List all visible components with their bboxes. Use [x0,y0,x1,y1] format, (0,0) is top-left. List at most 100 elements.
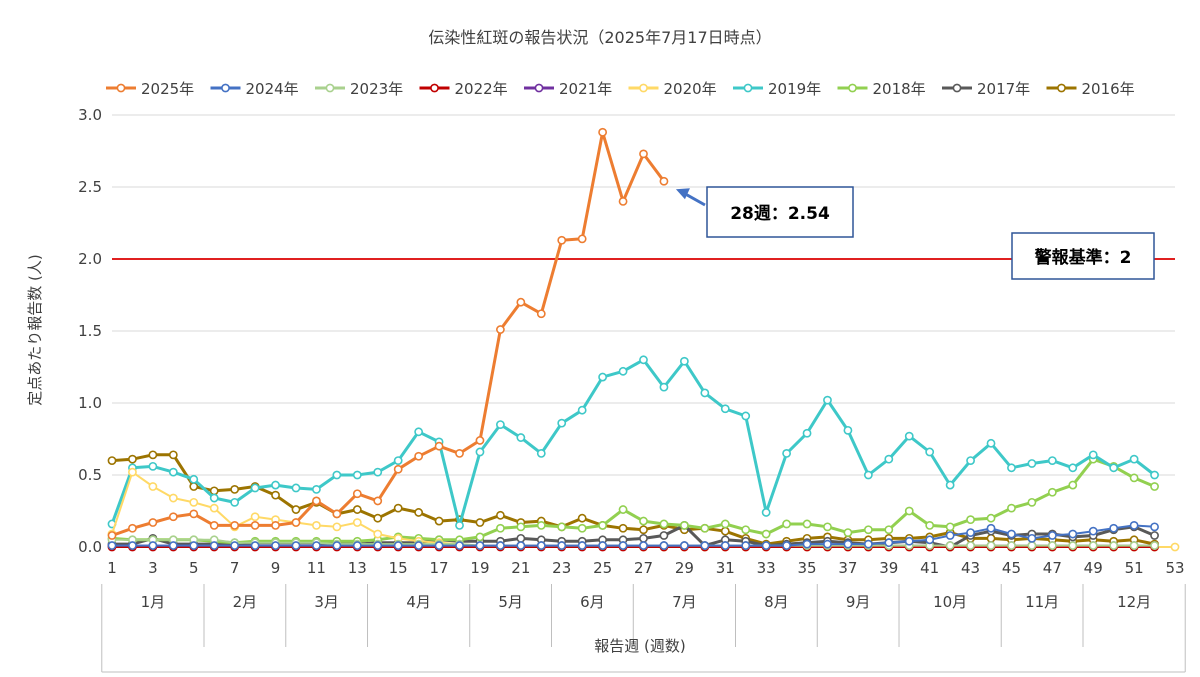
data-point [1068,541,1078,550]
data-point [1129,473,1139,483]
data-point [986,533,996,543]
data-point [884,538,894,548]
data-point [352,541,362,550]
data-point [271,521,280,530]
series-line [112,524,1155,547]
data-point [1068,463,1078,473]
month-label: 7月 [672,593,697,611]
data-point [168,512,178,522]
data-point [659,541,669,550]
data-point [700,523,710,533]
data-point [536,521,546,530]
x-tick-label: 39 [879,559,898,577]
data-point [414,541,424,550]
data-point [250,521,260,530]
legend-label: 2017年 [977,80,1030,98]
annotation-arrow-shaft [683,191,706,207]
data-point [189,482,199,491]
x-tick-label: 29 [675,559,694,577]
legend-marker [221,83,230,93]
legend-marker [639,83,648,93]
data-point [1129,521,1139,530]
data-point [393,541,403,550]
data-point [209,541,219,550]
chart-title: 伝染性紅斑の報告状況（2025年7月17日時点） [428,28,771,47]
legend-label: 2016年 [1082,80,1135,98]
data-point [455,521,464,530]
data-point [966,541,975,550]
legend-item: 2018年 [837,80,926,98]
legend-label: 2025年 [141,80,194,98]
series-3 [107,542,1159,552]
x-tick-label: 13 [348,559,367,577]
x-tick-label: 15 [389,559,408,577]
data-point [271,490,280,500]
x-tick-label: 37 [838,559,857,577]
data-point [659,519,669,529]
legend-label: 2020年 [664,80,717,98]
data-point [1047,456,1057,465]
legend-item: 2022年 [419,80,508,98]
data-point [1068,529,1078,539]
data-point [618,541,628,550]
x-tick-label: 1 [107,559,117,577]
data-point [332,470,342,480]
legend-marker [952,83,962,93]
x-tick-label: 11 [307,559,326,577]
data-point [1027,533,1037,543]
data-point [577,513,587,523]
x-tick-label: 45 [1002,559,1021,577]
data-point [741,541,751,550]
x-tick-label: 33 [757,559,776,577]
data-point [128,454,137,464]
data-point [720,404,730,414]
legend-item: 2017年 [942,80,1030,98]
data-point [1150,541,1159,550]
legend-item: 2020年 [628,80,717,98]
grid-lines [112,114,1175,476]
data-point [189,474,199,484]
data-point [536,309,546,319]
data-point [291,483,301,493]
data-point [823,522,832,532]
x-tick-label: 31 [716,559,735,577]
month-label: 2月 [233,593,258,611]
data-point [577,405,587,415]
legend-label: 2019年 [768,80,821,98]
x-tick-label: 41 [920,559,939,577]
month-label: 9月 [846,593,871,611]
data-point [720,519,730,529]
data-point [209,493,219,503]
data-point [496,325,505,334]
y-tick-label: 1.5 [78,322,102,340]
data-point [945,480,955,490]
x-tick-label: 7 [230,559,240,577]
annotation-label: 28週：2.54 [730,204,830,224]
data-point [986,541,996,550]
data-point [250,541,260,550]
legend-marker [534,83,544,93]
data-point [107,531,117,540]
data-point [966,456,975,465]
month-label: 4月 [406,593,431,611]
data-point [618,505,628,514]
data-point [823,539,832,549]
x-axis-label: 報告週 (週数) [594,637,685,655]
data-point [455,448,464,458]
data-point [1150,482,1159,491]
x-tick-label: 43 [961,559,980,577]
x-tick-label: 51 [1125,559,1144,577]
data-point [986,513,996,523]
data-point [332,522,342,532]
data-point [148,541,158,550]
data-point [475,518,485,527]
legend-item: 2024年 [210,80,299,98]
data-point [1109,523,1119,533]
data-point [312,541,321,550]
legend-item: 2023年 [315,80,403,98]
data-point [373,496,383,506]
data-point [863,539,873,549]
data-point [618,196,628,206]
data-point [373,529,383,539]
month-label: 11月 [1025,593,1059,611]
